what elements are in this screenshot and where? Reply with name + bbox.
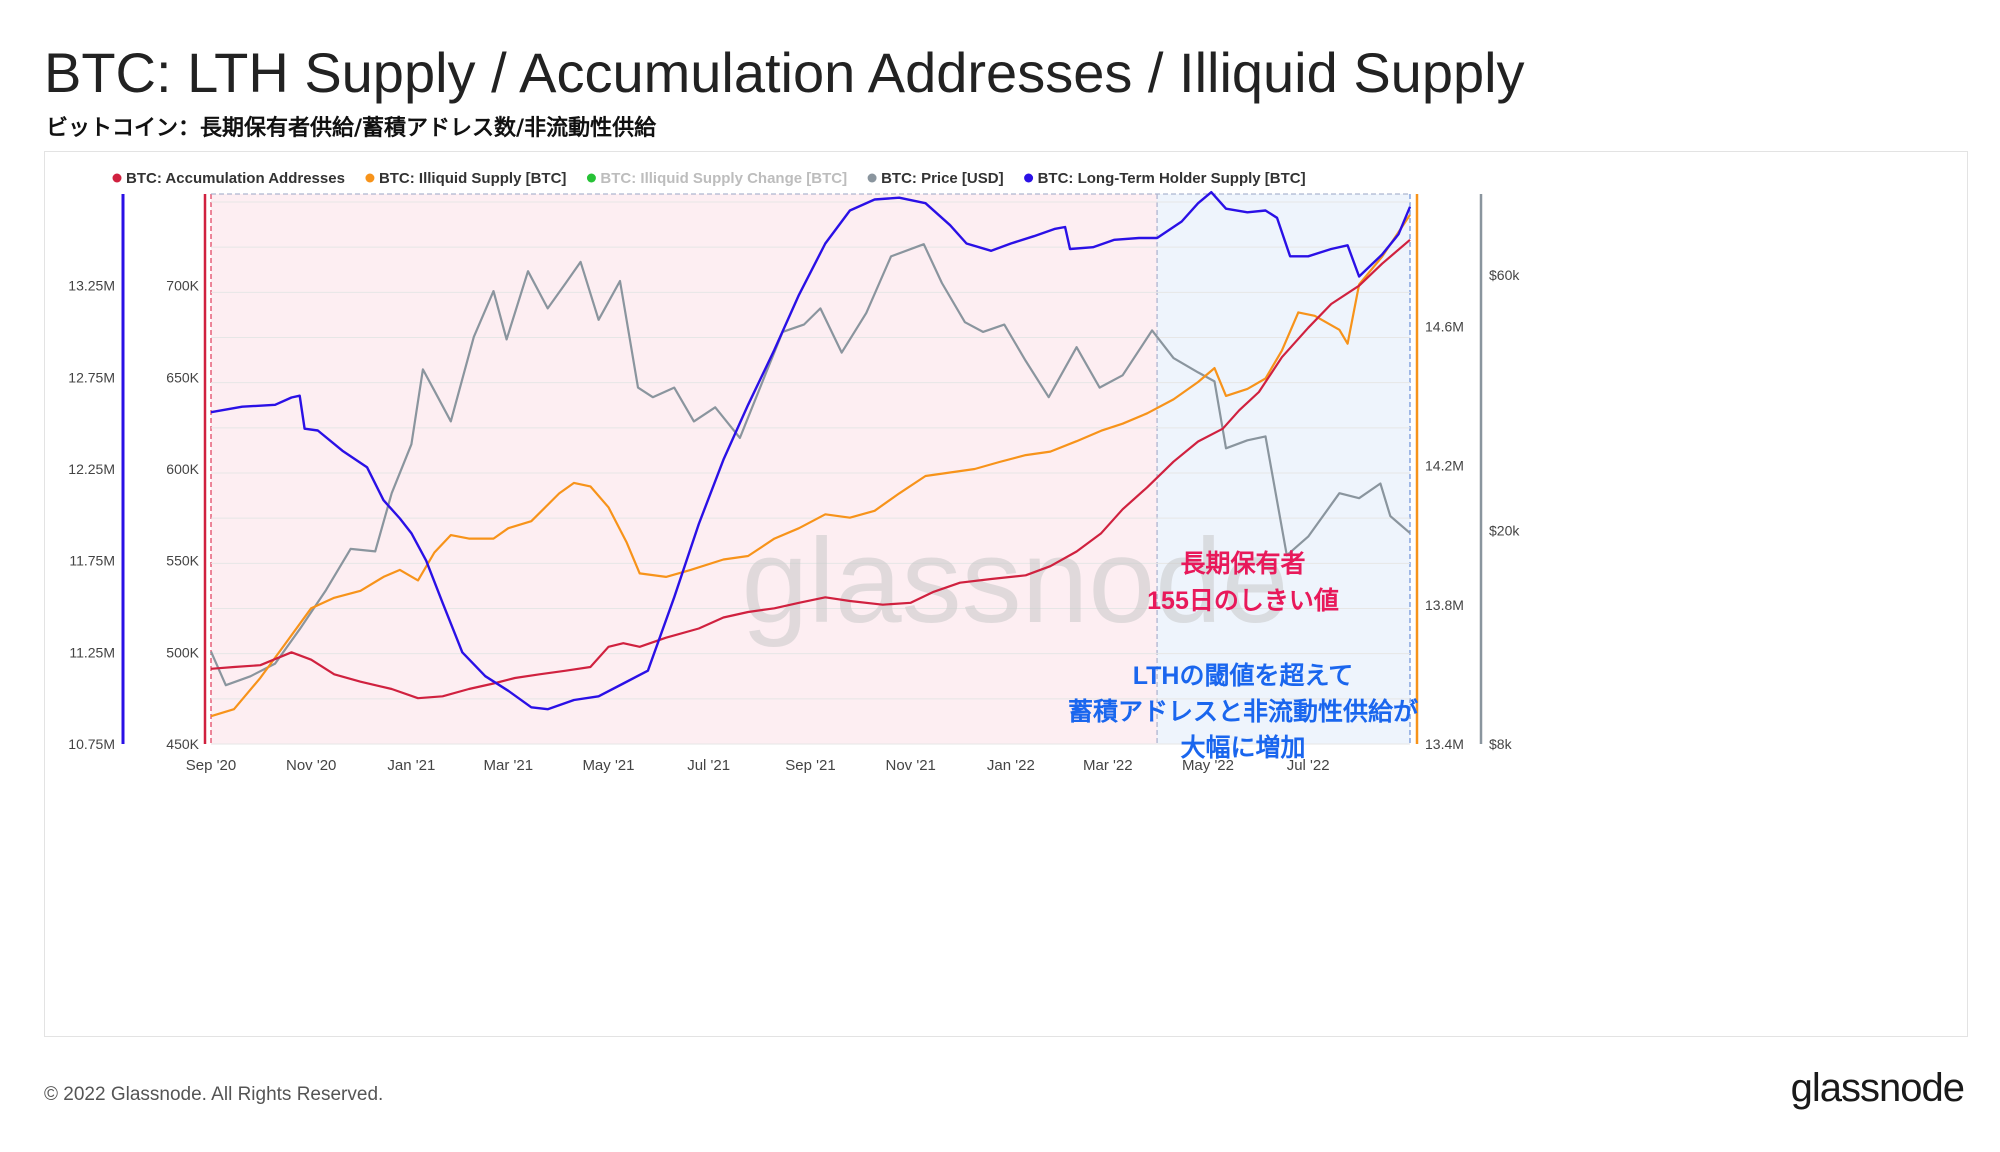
tick-label-x: Sep '21 — [785, 757, 835, 774]
shaded-region-0 — [211, 194, 1158, 744]
tick-label-lth: 11.75M — [69, 553, 115, 569]
tick-label-illiquid: 13.8M — [1425, 597, 1464, 613]
tick-label-accumulation: 700K — [166, 278, 199, 294]
tick-label-accumulation: 550K — [166, 553, 199, 569]
tick-label-accumulation: 650K — [166, 369, 199, 385]
tick-label-lth: 12.25M — [68, 461, 115, 477]
annotation-blue-line2: 蓄積アドレスと非流動性供給が — [1068, 697, 1418, 726]
page-title: BTC: LTH Supply / Accumulation Addresses… — [44, 41, 1525, 104]
tick-label-price: $8k — [1489, 736, 1513, 752]
legend: BTC: Accumulation Addresses BTC: Illiquid… — [112, 170, 1306, 187]
annotation-red-line1: 長期保有者 — [1180, 550, 1305, 578]
legend-label-illiquid_change: BTC: Illiquid Supply Change [BTC] — [600, 170, 847, 187]
axes: 10.75M 11.25M 11.75M 12.25M 12.75M 13.25M 450K… — [68, 194, 1520, 774]
tick-label-accumulation: 600K — [166, 461, 199, 477]
glassnode-logo: glassnode — [1790, 1066, 1965, 1110]
tick-label-x: Nov '21 — [885, 757, 935, 774]
tick-label-x: Mar '22 — [1083, 757, 1133, 774]
tick-label-illiquid: 14.2M — [1425, 458, 1464, 474]
tick-label-lth: 12.75M — [68, 369, 115, 385]
tick-label-lth: 13.25M — [68, 278, 115, 294]
legend-marker-lth — [1024, 173, 1034, 183]
legend-label-illiquid: BTC: Illiquid Supply [BTC] — [379, 170, 566, 187]
shaded-region-1 — [1157, 194, 1410, 744]
tick-label-lth: 11.25M — [69, 644, 115, 660]
tick-label-illiquid: 14.6M — [1425, 318, 1464, 334]
tick-label-x: May '21 — [582, 757, 634, 774]
tick-label-x: Jan '22 — [987, 757, 1035, 774]
tick-label-x: Jan '21 — [387, 757, 435, 774]
series-lines — [209, 191, 1412, 718]
legend-marker-price — [867, 173, 877, 183]
grid-lines — [211, 201, 1410, 745]
tick-label-x: Jul '21 — [687, 757, 730, 774]
legend-label-accumulation: BTC: Accumulation Addresses — [126, 170, 345, 187]
tick-label-x: Nov '20 — [286, 757, 336, 774]
chart-svg: glassnode 10.75M 11.25M 11.75M 12.25M 12.75M… — [68, 170, 1520, 774]
tick-label-x: Mar '21 — [484, 757, 534, 774]
footer-copyright: © 2022 Glassnode. All Rights Reserved. — [44, 1084, 384, 1105]
chart-panel: glassnode 10.75M 11.25M 11.75M 12.25M 12.75M… — [44, 151, 1968, 1037]
legend-marker-illiquid_change — [586, 173, 596, 183]
tick-label-x: Jul '22 — [1287, 757, 1330, 774]
legend-label-price: BTC: Price [USD] — [881, 170, 1004, 187]
annotation-red-line2: 155日のしきい値 — [1147, 587, 1339, 615]
tick-label-lth: 10.75M — [68, 736, 115, 752]
legend-marker-illiquid — [365, 173, 375, 183]
tick-label-x: May '22 — [1182, 757, 1234, 774]
annotations: 長期保有者 155日のしきい値 LTHの閾値を超えて蓄積アドレスと非流動性供給が大幅… — [1068, 550, 1418, 762]
tick-label-price: $60k — [1489, 267, 1520, 283]
legend-marker-accumulation — [112, 173, 122, 183]
watermark-logo: glassnode — [741, 514, 1288, 648]
series-line-accumulation — [210, 238, 1411, 700]
legend-label-lth: BTC: Long-Term Holder Supply [BTC] — [1038, 170, 1306, 187]
annotation-blue-line1: LTHの閾値を超えて — [1133, 661, 1354, 690]
tick-label-x: Sep '20 — [186, 757, 236, 774]
tick-label-price: $20k — [1489, 523, 1520, 539]
tick-label-illiquid: 13.4M — [1425, 736, 1464, 752]
annotation-blue-line3: 大幅に増加 — [1180, 733, 1305, 762]
series-line-illiquid — [210, 214, 1411, 718]
tick-label-accumulation: 500K — [166, 644, 199, 660]
series-line-lth — [210, 191, 1412, 711]
page-subtitle: ビットコイン：長期保有者供給/蓄積アドレス数/非流動性供給 — [46, 116, 657, 141]
tick-label-accumulation: 450K — [166, 736, 199, 752]
